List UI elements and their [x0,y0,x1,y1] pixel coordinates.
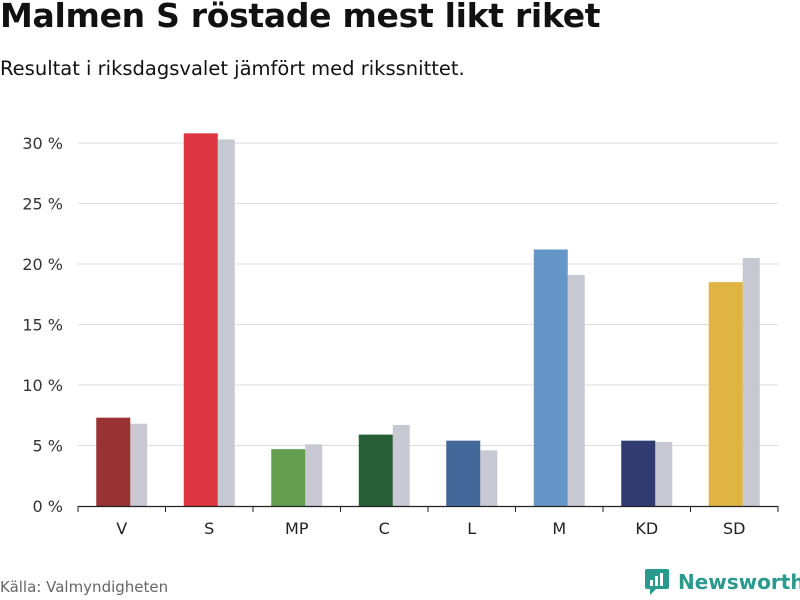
bar-national-L [480,450,498,506]
bar-national-SD [742,257,760,506]
y-tick-label: 10 % [22,376,63,395]
x-tick-label: S [204,519,214,538]
y-tick-label: 30 % [22,134,63,153]
x-axis-labels: V S MP C L M KD SD [116,519,745,538]
x-tick-label: KD [635,519,658,538]
bar-national-KD [655,441,673,506]
bar-local-C [358,434,393,506]
bar-national-M [567,274,585,506]
y-tick-label: 5 % [33,437,63,456]
brand-name: Newsworthy [678,570,800,594]
y-tick-label: 0 % [33,497,63,516]
x-tick-label: C [379,519,390,538]
y-axis-labels: 0 % 5 % 10 % 15 % 20 % 25 % 30 % [22,134,63,516]
grid-lines [78,142,778,446]
brand-logo: Newsworthy [644,568,800,596]
x-tick-label: M [552,519,566,538]
x-tick-label: MP [285,519,309,538]
newsworthy-logo-icon [645,569,669,595]
bar-local-MP [271,449,306,506]
bar-local-M [533,249,568,507]
bar-local-L [446,440,481,506]
source-note: Källa: Valmyndigheten [0,578,169,596]
bar-local-SD [708,282,743,506]
bar-local-KD [621,440,656,506]
bar-local-S [183,133,218,506]
bar-national-MP [305,444,323,506]
y-tick-label: 20 % [22,255,63,274]
x-tick-label: V [116,519,127,538]
bar-national-C [392,424,410,506]
y-tick-label: 15 % [22,316,63,335]
bar-national-S [217,139,235,506]
x-tick-label: SD [723,519,745,538]
chart-title: Malmen S röstade mest likt riket [0,0,601,35]
bar-local-V [96,417,131,506]
chart-subtitle: Resultat i riksdagsvalet jämfört med rik… [0,57,465,80]
x-tick-label: L [467,519,476,538]
bars [96,133,760,507]
bar-national-V [130,423,148,506]
x-axis [77,505,779,512]
y-tick-label: 25 % [22,195,63,214]
